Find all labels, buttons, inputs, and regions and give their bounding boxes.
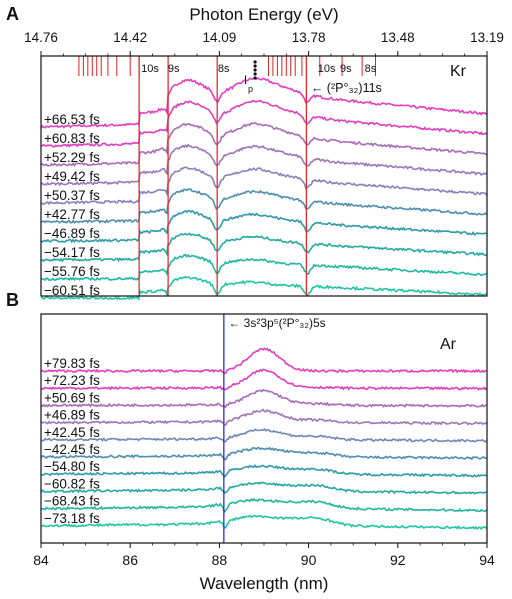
ar-trace-label-0: +79.83 fs <box>44 356 100 371</box>
panel-a-kr: +66.53 fs +60.83 fs +52.29 fs +49.42 fs +50.… <box>40 56 488 301</box>
ar-trace-label-3: +46.89 fs <box>44 408 100 423</box>
ar-trace-label-5: −42.45 fs <box>44 442 100 457</box>
ar-trace-7 <box>40 481 487 495</box>
ar-trace-label-4: +42.45 fs <box>44 425 100 440</box>
bottom-axis-tick-label-4: 92 <box>390 552 406 568</box>
kr-trace-label-5: +42.77 fs <box>44 207 100 222</box>
ar-trace-0 <box>40 347 487 375</box>
ar-trace-1 <box>40 368 488 391</box>
kr-trace-label-4: +50.37 fs <box>44 188 100 203</box>
kr-trace-label-2: +52.29 fs <box>44 150 100 165</box>
kr-trace-label-1: +60.83 fs <box>44 131 100 146</box>
panel-b-letter: B <box>6 290 19 310</box>
kr-trace-label-0: +66.53 fs <box>44 112 100 127</box>
panel-a-letter: A <box>6 4 19 24</box>
kr-trace-5 <box>40 188 488 225</box>
panel-b-ar: +79.83 fs +72.23 fs +50.69 fs +46.89 fs +42.… <box>40 314 488 543</box>
ar-trace-6 <box>40 464 488 478</box>
ar-trace-label-6: −54.80 fs <box>44 459 100 474</box>
ar-trace-9 <box>40 514 488 531</box>
kr-trace-7 <box>40 232 487 263</box>
kr-trace-label-7: −54.17 fs <box>44 245 100 260</box>
ar-trace-label-8: −68.43 fs <box>44 494 100 509</box>
top-axis-tick-label-3: 13.78 <box>292 30 326 45</box>
bottom-axis-tick-label-5: 94 <box>479 552 495 568</box>
kr-trace-0 <box>40 77 488 129</box>
ar-element-label: Ar <box>440 336 457 353</box>
bottom-axis-tick-label-0: 84 <box>33 552 49 568</box>
bottom-axis-tick-label-1: 86 <box>122 552 138 568</box>
kr-trace-9 <box>41 275 487 301</box>
kr-trace-3 <box>40 143 488 187</box>
ar-trace-4 <box>41 427 488 443</box>
kr-ip-dot-2 <box>253 68 257 72</box>
kr-series-label-left-2: 8s <box>218 63 230 75</box>
bottom-axis-tick-label-3: 90 <box>301 552 317 568</box>
bottom-axis-tick-label-2: 88 <box>212 552 228 568</box>
ar-trace-2 <box>40 388 487 409</box>
kr-trace-8 <box>40 253 487 282</box>
kr-ip-dot-3 <box>253 72 257 76</box>
top-axis-tick-label-4: 13.48 <box>381 30 415 45</box>
kr-series-label-left-0: 10s <box>141 63 159 75</box>
kr-ip-dot-1 <box>253 64 257 68</box>
top-axis-tick-label-0: 14.76 <box>24 30 58 45</box>
kr-ip-dot-0 <box>253 60 257 64</box>
kr-element-label: Kr <box>450 63 467 80</box>
kr-ip-marker: I <box>244 73 247 87</box>
ar-trace-label-9: −73.18 fs <box>44 511 100 526</box>
ar-trace-label-7: −60.82 fs <box>44 476 100 491</box>
top-axis-tick-label-5: 13.19 <box>470 30 504 45</box>
ar-trace-8 <box>40 497 488 514</box>
top-axis-tick-label-2: 14.09 <box>203 30 237 45</box>
kr-trace-6 <box>40 209 487 244</box>
kr-series-label-left-1: 9s <box>168 63 180 75</box>
kr-series-label-right-2: 8s <box>365 63 377 75</box>
kr-trace-4 <box>40 166 488 206</box>
kr-ip-dot-4 <box>253 76 257 80</box>
ar-annotation: ← 3s²3p⁵(²P°₃₂)5s <box>228 316 325 330</box>
kr-trace-1 <box>40 99 487 148</box>
kr-trace-2 <box>40 121 488 167</box>
ar-trace-label-2: +50.69 fs <box>44 390 100 405</box>
top-axis-title: Photon Energy (eV) <box>189 5 338 24</box>
axes: 14.76 14.42 14.09 13.78 13.48 13.19 Photon Ene… <box>6 4 504 593</box>
ar-trace-label-1: +72.23 fs <box>44 373 100 388</box>
kr-trace-label-8: −55.76 fs <box>44 264 100 279</box>
kr-trace-label-6: −46.89 fs <box>44 226 100 241</box>
top-axis-tick-label-1: 14.42 <box>113 30 147 45</box>
kr-trace-label-3: +49.42 fs <box>44 169 100 184</box>
kr-trace-label-9: −60.51 fs <box>44 283 100 298</box>
kr-annotation: ← (²P°₃₂)11s <box>311 81 382 95</box>
kr-ip-marker-sub: p <box>248 84 253 94</box>
ar-trace-5 <box>40 446 487 461</box>
bottom-axis-title: Wavelength (nm) <box>200 574 329 593</box>
kr-series-label-right-1: 9s <box>340 63 352 75</box>
kr-series-label-right-0: 10s <box>318 63 336 75</box>
ar-trace-3 <box>40 408 487 427</box>
